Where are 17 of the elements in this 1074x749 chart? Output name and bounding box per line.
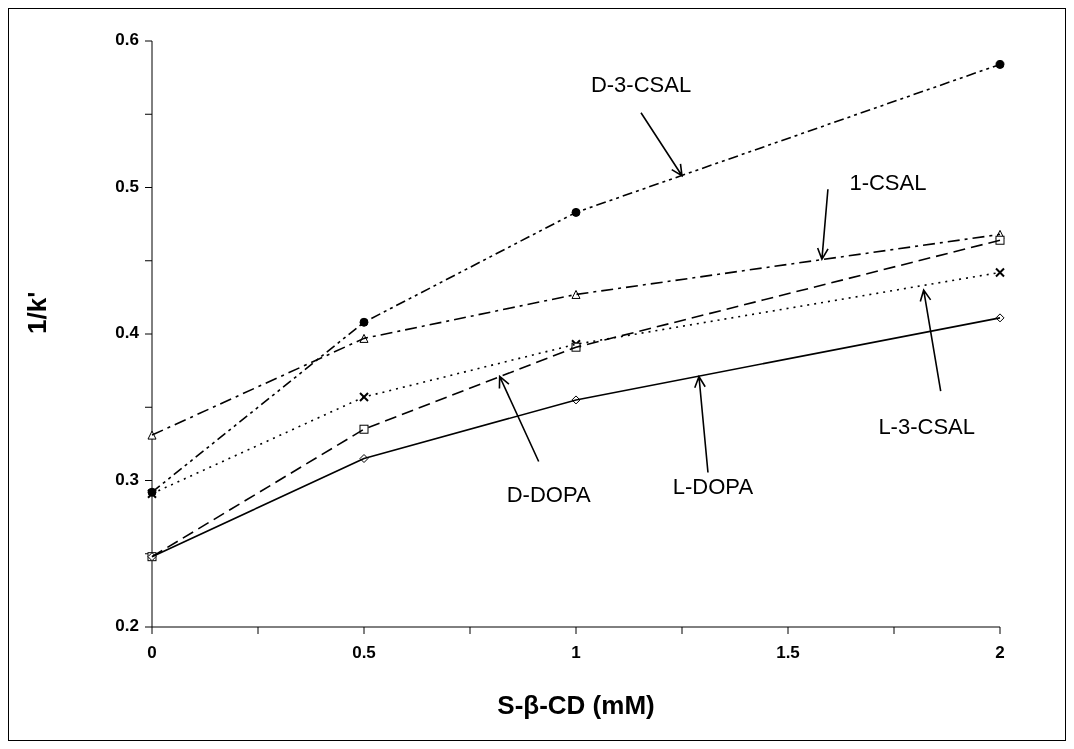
y-tick-label: 0.6 <box>115 30 139 50</box>
x-tick-label: 0.5 <box>352 643 376 662</box>
y-tick-label: 0.3 <box>115 469 139 489</box>
annotation: L-3-CSAL <box>878 413 975 439</box>
y-tick-label: 0.2 <box>115 616 139 636</box>
annotation: 1-CSAL <box>849 170 927 196</box>
y-tick-label: 0.4 <box>115 323 140 343</box>
x-tick-label: 1.5 <box>776 643 800 662</box>
x-tick-label: 1 <box>571 643 581 662</box>
y-tick-label: 0.5 <box>115 176 139 196</box>
x-tick-label: 0 <box>147 643 157 662</box>
y-axis-title: 1/k' <box>22 291 53 334</box>
annotation: L-DOPA <box>672 474 754 500</box>
annotation: D-3-CSAL <box>590 71 692 97</box>
x-tick-label: 2 <box>995 643 1005 662</box>
x-axis-title: S-β-CD (mM) <box>497 690 655 720</box>
annotation: D-DOPA <box>506 482 591 508</box>
